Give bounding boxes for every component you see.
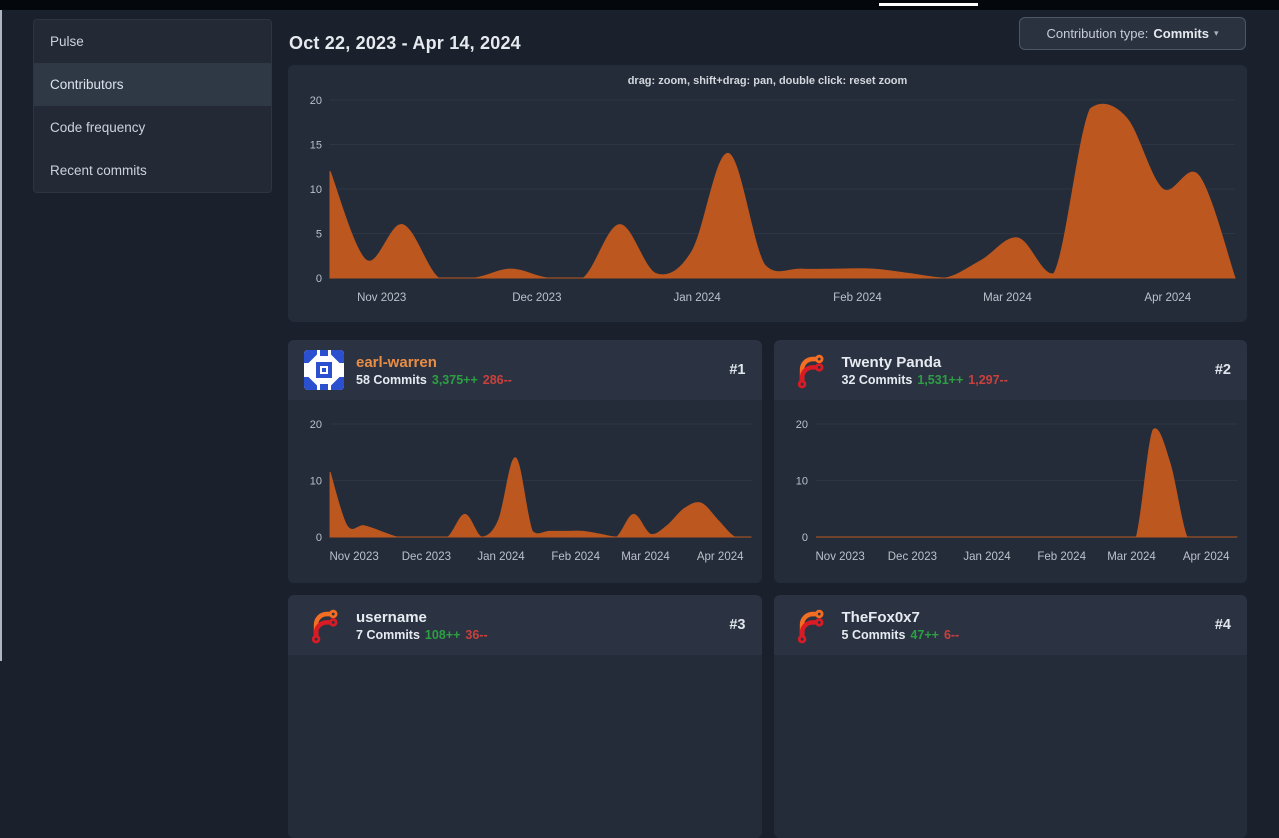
sidebar-item-recent-commits[interactable]: Recent commits xyxy=(50,163,147,178)
sidebar-item-pulse[interactable]: Pulse xyxy=(50,34,84,49)
contributor-card-header: earl-warren 58 Commits 3,375++ 286-- #1 xyxy=(288,340,762,400)
contributor-rank: #4 xyxy=(1214,617,1231,633)
svg-text:Nov 2023: Nov 2023 xyxy=(329,551,378,563)
svg-text:0: 0 xyxy=(801,532,807,544)
active-tab-indicator xyxy=(879,3,978,6)
svg-text:Dec 2023: Dec 2023 xyxy=(887,551,936,563)
additions-count: 108++ xyxy=(424,627,461,642)
contributor-stats: 58 Commits 3,375++ 286-- xyxy=(356,372,717,388)
contributor-meta: Twenty Panda 32 Commits 1,531++ 1,297-- xyxy=(842,353,1203,388)
svg-text:10: 10 xyxy=(795,476,807,488)
svg-text:Feb 2024: Feb 2024 xyxy=(551,551,600,563)
contributors-grid: earl-warren 58 Commits 3,375++ 286-- #1 0 1… xyxy=(288,340,1247,838)
contribution-type-value: Commits xyxy=(1153,26,1209,41)
sidebar-item-code-frequency[interactable]: Code frequency xyxy=(50,120,146,135)
forgejo-logo-avatar[interactable] xyxy=(304,605,344,645)
contributor-card-header: Twenty Panda 32 Commits 1,531++ 1,297-- #2 xyxy=(773,340,1247,400)
identicon-avatar[interactable] xyxy=(304,350,344,390)
svg-text:Nov 2023: Nov 2023 xyxy=(357,292,406,304)
contribution-type-label: Contribution type: xyxy=(1046,26,1149,41)
contributor-name[interactable]: Twenty Panda xyxy=(841,353,942,371)
additions-count: 3,375++ xyxy=(431,372,478,387)
contributor-activity-chart[interactable]: 0 10 20 Nov 2023 Dec 2023 Jan 2024 Feb 2024 Mar… xyxy=(288,400,762,583)
svg-text:Feb 2024: Feb 2024 xyxy=(833,292,882,304)
repo-activity-card: 0 5 10 15 20 Nov 2023 Dec 2023 Jan 2024 Feb 2024… xyxy=(288,65,1247,322)
contributor-name[interactable]: username xyxy=(356,608,427,626)
commits-label: Commits xyxy=(373,372,427,387)
svg-text:Mar 2024: Mar 2024 xyxy=(1107,551,1156,563)
forgejo-logo-avatar[interactable] xyxy=(790,605,830,645)
svg-text:Jan 2024: Jan 2024 xyxy=(963,551,1011,563)
activity-sidebar: Pulse Contributors Code frequency Recent co… xyxy=(33,19,272,193)
commit-count: 7 xyxy=(356,627,363,642)
contributor-meta: username 7 Commits 108++ 36-- xyxy=(356,608,717,643)
contributor-card: TheFox0x7 5 Commits 47++ 6-- #4 xyxy=(773,595,1248,838)
contributor-card: username 7 Commits 108++ 36-- #3 xyxy=(288,595,762,838)
contributor-card: earl-warren 58 Commits 3,375++ 286-- #1 0 1… xyxy=(288,340,762,583)
contributor-rank: #1 xyxy=(729,362,746,378)
additions-count: 47++ xyxy=(910,627,939,642)
svg-text:Dec 2023: Dec 2023 xyxy=(402,551,451,563)
svg-text:Apr 2024: Apr 2024 xyxy=(1144,292,1191,304)
sidebar-item-contributors[interactable]: Contributors xyxy=(34,63,271,106)
svg-text:Apr 2024: Apr 2024 xyxy=(1182,551,1229,563)
contributor-chart-area xyxy=(774,655,1248,838)
svg-text:Feb 2024: Feb 2024 xyxy=(1037,551,1086,563)
svg-text:Mar 2024: Mar 2024 xyxy=(983,292,1032,304)
contributor-rank: #2 xyxy=(1214,362,1231,378)
deletions-count: 6-- xyxy=(943,627,960,642)
contributor-name[interactable]: TheFox0x7 xyxy=(841,608,920,626)
commit-count: 32 xyxy=(841,372,856,387)
additions-count: 1,531++ xyxy=(917,372,964,387)
contributor-card-header: TheFox0x7 5 Commits 47++ 6-- #4 xyxy=(773,595,1247,655)
svg-text:Apr 2024: Apr 2024 xyxy=(697,551,744,563)
svg-text:20: 20 xyxy=(310,95,322,107)
window-left-edge xyxy=(0,10,2,661)
contributor-meta: earl-warren 58 Commits 3,375++ 286-- xyxy=(356,353,717,388)
commit-count: 58 xyxy=(356,372,370,387)
svg-text:0: 0 xyxy=(316,273,322,285)
commits-label: Commits xyxy=(366,627,420,642)
contributor-chart-area xyxy=(288,655,762,838)
svg-text:20: 20 xyxy=(310,419,322,431)
deletions-count: 36-- xyxy=(465,627,488,642)
top-window-bar xyxy=(0,0,1279,10)
deletions-count: 286-- xyxy=(482,372,512,387)
contributor-meta: TheFox0x7 5 Commits 47++ 6-- xyxy=(842,608,1203,643)
svg-text:Jan 2024: Jan 2024 xyxy=(477,551,525,563)
commits-label: Commits xyxy=(858,372,913,387)
chart-zoom-hint: drag: zoom, shift+drag: pan, double clic… xyxy=(627,75,908,87)
svg-text:5: 5 xyxy=(316,229,322,241)
contributor-card: Twenty Panda 32 Commits 1,531++ 1,297-- #2… xyxy=(773,340,1248,583)
date-range-title: Oct 22, 2023 - Apr 14, 2024 xyxy=(289,33,521,54)
svg-text:10: 10 xyxy=(310,184,322,196)
svg-text:Nov 2023: Nov 2023 xyxy=(815,551,864,563)
svg-text:20: 20 xyxy=(795,419,807,431)
contributor-card-header: username 7 Commits 108++ 36-- #3 xyxy=(288,595,762,655)
forgejo-logo-avatar[interactable] xyxy=(790,350,830,390)
deletions-count: 1,297-- xyxy=(968,372,1008,387)
svg-text:10: 10 xyxy=(310,476,322,488)
contributor-chart-area: 0 10 20 Nov 2023 Dec 2023 Jan 2024 Feb 2024 Mar… xyxy=(288,400,762,583)
svg-text:Mar 2024: Mar 2024 xyxy=(621,551,670,563)
svg-text:0: 0 xyxy=(316,532,322,544)
svg-text:Jan 2024: Jan 2024 xyxy=(674,292,722,304)
contributor-name[interactable]: earl-warren xyxy=(356,353,437,371)
contributor-stats: 7 Commits 108++ 36-- xyxy=(356,627,717,643)
commits-label: Commits xyxy=(851,627,906,642)
contributor-stats: 5 Commits 47++ 6-- xyxy=(842,627,1203,643)
svg-text:15: 15 xyxy=(310,140,322,152)
contributor-chart-area: 0 10 20 Nov 2023 Dec 2023 Jan 2024 Feb 2024 Mar… xyxy=(774,400,1248,583)
contributor-stats: 32 Commits 1,531++ 1,297-- xyxy=(842,372,1203,388)
contributor-activity-chart[interactable]: 0 10 20 Nov 2023 Dec 2023 Jan 2024 Feb 2024 Mar… xyxy=(774,400,1248,583)
commit-count: 5 xyxy=(841,627,849,642)
svg-text:Dec 2023: Dec 2023 xyxy=(512,292,561,304)
contributor-rank: #3 xyxy=(729,617,746,633)
repo-activity-chart[interactable]: 0 5 10 15 20 Nov 2023 Dec 2023 Jan 2024 Feb 2024… xyxy=(288,65,1247,322)
chevron-down-icon: ▾ xyxy=(1214,28,1219,38)
contribution-type-dropdown[interactable]: Contribution type: Commits ▾ xyxy=(1019,17,1246,50)
